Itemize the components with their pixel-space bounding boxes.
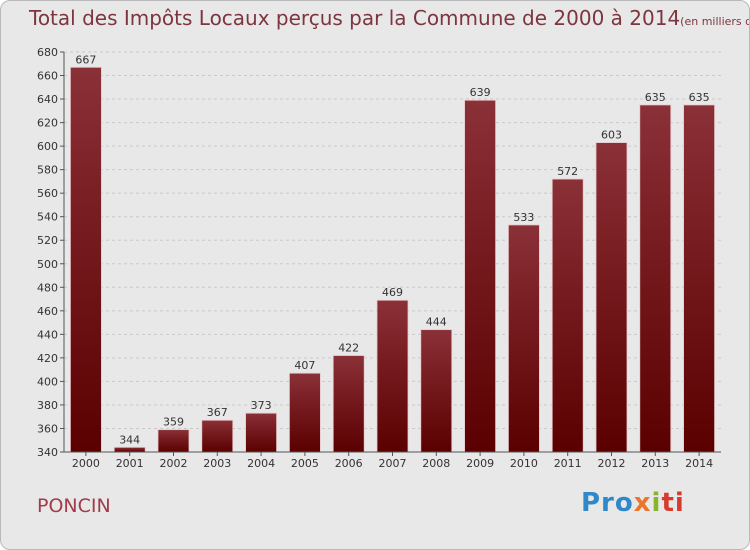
data-label-2002: 359: [163, 416, 184, 429]
y-tick-label: 640: [37, 93, 58, 106]
y-tick-label: 600: [37, 140, 58, 153]
bar-2014: [683, 104, 715, 453]
logo-part-4: ti: [661, 488, 685, 518]
bar-2006: [332, 355, 365, 453]
y-tick-label: 620: [37, 117, 58, 130]
x-tick-label-2005: 2005: [291, 457, 319, 470]
data-label-2011: 572: [557, 165, 578, 178]
y-tick-label: 380: [37, 399, 58, 412]
y-tick-label: 680: [37, 46, 58, 59]
x-tick-label-2012: 2012: [598, 457, 626, 470]
y-tick-label: 400: [37, 375, 58, 388]
bar-2011: [551, 178, 584, 453]
data-label-2003: 367: [207, 406, 228, 419]
x-tick-label-2007: 2007: [379, 457, 407, 470]
bar-2001: [113, 446, 146, 453]
y-tick-label: 500: [37, 258, 58, 271]
chart-title: Total des Impôts Locaux perçus par la Co…: [29, 6, 749, 30]
x-tick-label-2013: 2013: [641, 457, 669, 470]
y-tick-label: 340: [37, 446, 58, 459]
data-label-2008: 444: [426, 316, 447, 329]
bar-2003: [201, 419, 234, 453]
commune-name: PONCIN: [37, 495, 111, 517]
x-tick-label-2006: 2006: [335, 457, 363, 470]
x-tick-label-2011: 2011: [554, 457, 582, 470]
data-label-2007: 469: [382, 286, 403, 299]
data-label-2012: 603: [601, 129, 622, 142]
x-tick-label-2001: 2001: [116, 457, 144, 470]
y-tick-label: 540: [37, 211, 58, 224]
data-label-2013: 635: [645, 91, 666, 104]
y-tick-label: 360: [37, 422, 58, 435]
y-tick-label: 440: [37, 328, 58, 341]
data-label-2000: 667: [75, 53, 96, 66]
logo-part-2: x: [633, 488, 652, 518]
data-label-2001: 344: [119, 433, 140, 446]
bar-2008: [420, 329, 453, 453]
bar-2000: [70, 66, 102, 453]
data-label-2005: 407: [294, 359, 315, 372]
y-tick-label: 660: [37, 70, 58, 83]
x-tick-label-2004: 2004: [247, 457, 275, 470]
data-label-2014: 635: [689, 91, 710, 104]
proxiti-logo: Proxiti: [581, 488, 685, 518]
x-tick-label-2008: 2008: [422, 457, 450, 470]
bar-2004: [245, 412, 278, 453]
bar-2009: [464, 99, 497, 453]
y-tick-label: 560: [37, 187, 58, 200]
bar-2013: [639, 104, 672, 453]
y-tick-label: 520: [37, 234, 58, 247]
y-tick-label: 460: [37, 305, 58, 318]
y-tick-label: 420: [37, 352, 58, 365]
chart-title-main: Total des Impôts Locaux perçus par la Co…: [29, 6, 681, 30]
bar-2010: [507, 224, 540, 453]
data-label-2006: 422: [338, 342, 359, 355]
logo-part-1: Pro: [581, 488, 634, 518]
x-tick-label-2000: 2000: [72, 457, 100, 470]
y-tick-label: 580: [37, 164, 58, 177]
x-tick-label-2003: 2003: [203, 457, 231, 470]
bar-2002: [157, 429, 190, 453]
bar-2007: [376, 299, 409, 453]
bar-2012: [595, 142, 628, 453]
y-tick-label: 480: [37, 281, 58, 294]
data-label-2004: 373: [251, 399, 272, 412]
data-label-2010: 533: [513, 211, 534, 224]
x-tick-label-2010: 2010: [510, 457, 538, 470]
x-tick-label-2014: 2014: [685, 457, 713, 470]
x-tick-label-2009: 2009: [466, 457, 494, 470]
x-tick-label-2002: 2002: [160, 457, 188, 470]
chart-title-unit: (en milliers d'€): [680, 15, 749, 28]
bar-2005: [288, 372, 321, 453]
data-label-2009: 639: [470, 86, 491, 99]
logo-part-3: i: [651, 488, 662, 518]
